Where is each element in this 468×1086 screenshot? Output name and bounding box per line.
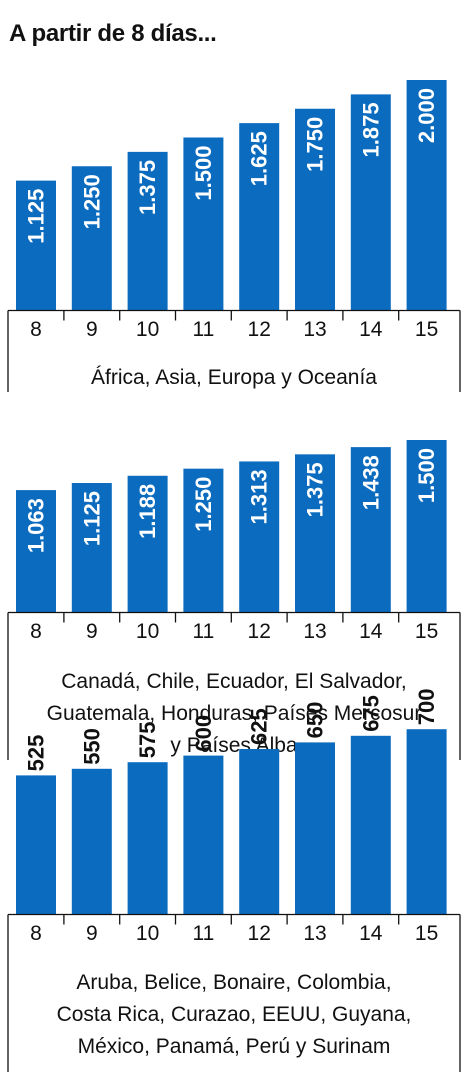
chart-americas-mercosur-alba: 1.063 8 1.125 9 1.188 10 1.250 11 1.313 12 1.375 13… (7, 440, 461, 760)
bar-9 (71, 768, 112, 914)
data-label-14: 1.438 (358, 455, 383, 510)
data-label-10: 1.188 (135, 484, 160, 539)
data-label-15: 700 (414, 688, 439, 725)
bar-14 (350, 735, 391, 914)
tick-label-13: 13 (303, 620, 326, 643)
data-label-11: 600 (191, 715, 216, 752)
data-label-9: 1.250 (79, 174, 104, 229)
tick-label-14: 14 (359, 318, 383, 341)
bar-11 (183, 137, 224, 310)
tick-label-12: 12 (248, 922, 271, 945)
bar-13 (295, 108, 335, 310)
bar-10 (127, 151, 168, 310)
data-label-13: 650 (303, 702, 328, 739)
region-label: Aruba, Belice, Bonaire, Colombia, Costa … (56, 971, 412, 1058)
bar-15 (406, 80, 447, 310)
data-label-15: 2.000 (414, 88, 439, 143)
bar-14 (350, 94, 391, 310)
data-label-8: 525 (24, 735, 49, 772)
data-label-14: 1.875 (358, 102, 383, 157)
bar-9 (71, 166, 112, 310)
tick-label-10: 10 (136, 620, 159, 643)
bar-11 (183, 468, 224, 612)
data-label-9: 550 (79, 728, 104, 765)
tick-label-14: 14 (359, 922, 383, 945)
page-title: A partir de 8 días... (9, 20, 217, 47)
tick-label-9: 9 (86, 922, 98, 945)
tick-label-11: 11 (192, 620, 214, 643)
data-label-8: 1.063 (24, 498, 49, 553)
tick-label-8: 8 (30, 620, 42, 643)
bar-14 (350, 447, 391, 612)
bar-12 (239, 461, 280, 612)
bar-15 (406, 440, 447, 612)
tick-label-15: 15 (415, 922, 438, 945)
data-label-10: 575 (135, 721, 160, 758)
data-label-10: 1.375 (135, 160, 160, 215)
tick-label-10: 10 (136, 318, 159, 341)
bar-10 (127, 475, 168, 612)
data-label-14: 675 (358, 695, 383, 732)
tick-label-15: 15 (415, 620, 438, 643)
data-label-12: 1.625 (247, 131, 272, 186)
bar-12 (239, 123, 280, 310)
bar-12 (239, 749, 280, 914)
region-label: África, Asia, Europa y Oceanía (91, 366, 377, 389)
bar-13 (295, 742, 335, 914)
bar-8 (16, 490, 56, 612)
bar-8 (16, 180, 56, 310)
tick-label-13: 13 (303, 922, 326, 945)
tick-label-9: 9 (86, 620, 98, 643)
tick-label-9: 9 (86, 318, 98, 341)
chart-0-svg: 1.125 8 1.250 9 1.375 10 1.500 11 1.625 12 1.750 13… (7, 80, 461, 392)
tick-label-13: 13 (303, 318, 326, 341)
data-label-13: 1.375 (303, 462, 328, 517)
region-label: Canadá, Chile, Ecuador, El Salvador, Gua… (46, 670, 422, 757)
bar-11 (183, 755, 224, 914)
chart-africa-asia-europa-oceania: 1.125 8 1.250 9 1.375 10 1.500 11 1.625 12 1.750 13… (0, 0, 468, 400)
bar-15 (406, 729, 447, 914)
tick-label-12: 12 (248, 620, 271, 643)
tick-label-14: 14 (359, 620, 383, 643)
data-label-15: 1.500 (414, 448, 439, 503)
data-label-9: 1.125 (79, 491, 104, 546)
chart-1-svg: 1.063 8 1.125 9 1.188 10 1.250 11 1.313 12 1.375 13… (7, 440, 461, 760)
tick-label-11: 11 (192, 318, 214, 341)
data-label-12: 1.313 (247, 469, 272, 524)
bar-10 (127, 762, 168, 914)
data-label-11: 1.250 (191, 477, 216, 532)
bar-9 (71, 483, 112, 612)
bar-13 (295, 454, 335, 612)
data-label-12: 625 (247, 708, 272, 745)
data-label-13: 1.750 (303, 117, 328, 172)
tick-label-11: 11 (192, 922, 214, 945)
tick-label-8: 8 (30, 318, 42, 341)
data-label-8: 1.125 (24, 189, 49, 244)
tick-label-8: 8 (30, 922, 42, 945)
tick-label-15: 15 (415, 318, 438, 341)
tick-label-10: 10 (136, 922, 159, 945)
bar-8 (16, 775, 56, 914)
tick-label-12: 12 (248, 318, 271, 341)
data-label-11: 1.500 (191, 146, 216, 201)
